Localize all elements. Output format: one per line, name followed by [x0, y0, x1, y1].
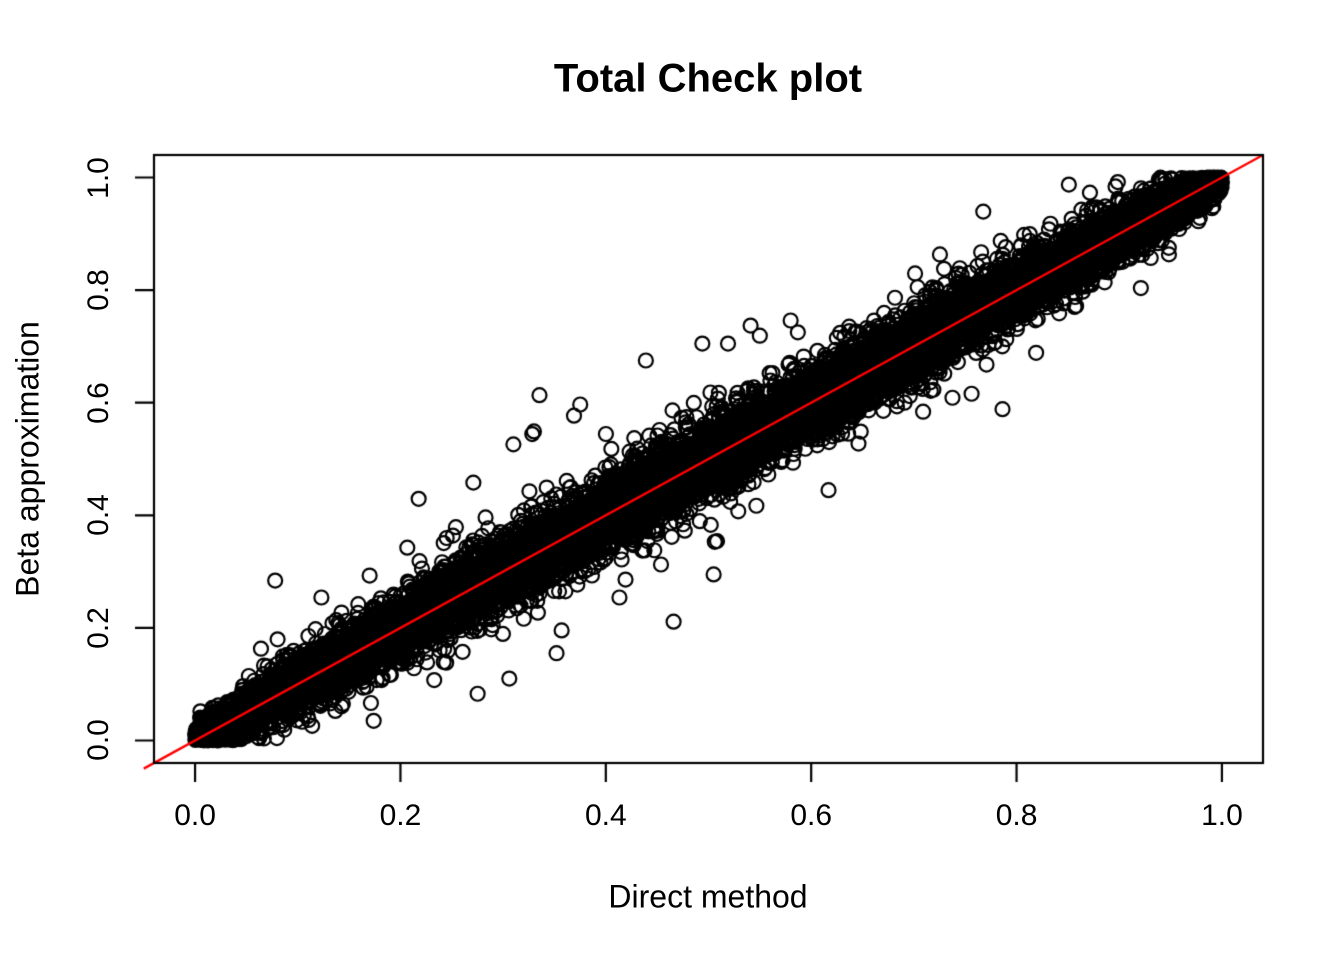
x-axis-label: Direct method [608, 878, 808, 915]
chart-title: Total Check plot [553, 56, 863, 101]
y-axis-tick-label: 0.4 [82, 494, 115, 537]
y-axis-tick-label: 0.2 [82, 607, 115, 649]
x-axis-tick-label: 0.2 [379, 799, 422, 832]
x-axis-tick-label: 1.0 [1201, 799, 1243, 832]
y-axis-tick-label: 0.8 [82, 269, 115, 311]
y-axis-tick-label: 1.0 [82, 156, 115, 199]
y-axis-tick-label: 0.6 [82, 381, 115, 424]
x-axis-tick-label: 0.0 [174, 799, 216, 832]
y-axis-label: Beta approximation [9, 321, 46, 597]
x-axis-tick-label: 0.4 [584, 799, 627, 832]
x-axis-tick-label: 0.6 [790, 799, 833, 832]
y-axis-tick-label: 0.0 [82, 719, 115, 762]
x-axis-tick-label: 0.8 [995, 799, 1038, 832]
